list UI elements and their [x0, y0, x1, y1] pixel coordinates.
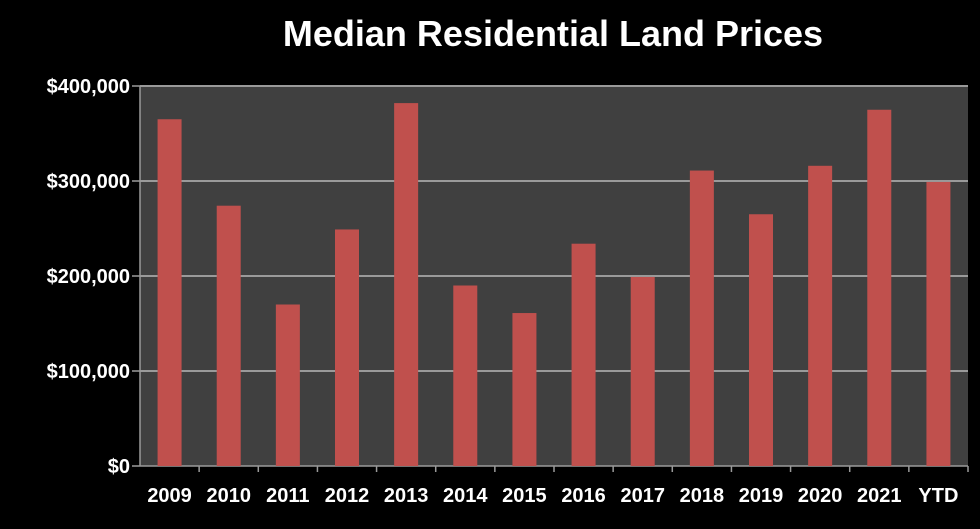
bar-ytd — [926, 181, 951, 466]
y-tick-label: $200,000 — [47, 266, 130, 288]
x-tick-label: 2012 — [325, 485, 370, 507]
bar-2013 — [394, 103, 419, 466]
bar-2014 — [453, 285, 478, 466]
bar-2009 — [157, 119, 182, 466]
x-tick-label: 2013 — [384, 485, 429, 507]
bar-2016 — [571, 243, 596, 466]
x-tick-label: YTD — [918, 485, 958, 507]
bar-2010 — [216, 205, 241, 466]
x-tick-label: 2009 — [147, 485, 192, 507]
x-tick-label: 2010 — [206, 485, 251, 507]
bar-2015 — [512, 313, 537, 466]
y-tick-label: $300,000 — [47, 171, 130, 193]
x-tick-label: 2011 — [266, 485, 309, 507]
x-tick-label: 2016 — [561, 485, 606, 507]
bar-2018 — [689, 170, 714, 467]
x-tick-label: 2018 — [680, 485, 725, 507]
x-tick-label: 2015 — [502, 485, 547, 507]
y-tick-label: $400,000 — [47, 76, 130, 98]
bar-2021 — [867, 109, 892, 466]
x-tick-label: 2021 — [857, 485, 902, 507]
bar-2017 — [630, 276, 655, 466]
x-tick-label: 2014 — [443, 485, 488, 507]
bar-2011 — [275, 304, 300, 466]
bar-2012 — [335, 229, 359, 466]
x-tick-label: 2017 — [620, 485, 665, 507]
y-tick-label: $0 — [108, 456, 130, 478]
chart-title: Median Residential Land Prices — [283, 13, 823, 54]
x-tick-label: 2019 — [739, 485, 784, 507]
bar-2020 — [808, 165, 833, 467]
x-tick-label: 2020 — [798, 485, 843, 507]
plot-area: $0 $100,000 $200,000 $300,000 $400,000 2009 20… — [47, 76, 969, 507]
y-tick-label: $100,000 — [47, 361, 130, 383]
bar-2019 — [749, 214, 773, 466]
